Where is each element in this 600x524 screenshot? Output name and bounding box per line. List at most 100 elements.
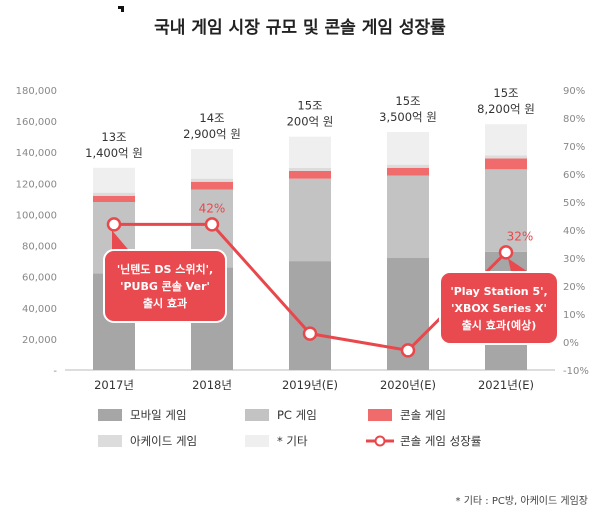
callout-text: 'Play Station 5', [450, 285, 547, 298]
y-left-tick-label: 20,000 [22, 335, 57, 346]
growth-point [204, 217, 220, 232]
y-right-tick-label: 30% [563, 254, 585, 265]
chart-title: 국내 게임 시장 규모 및 콘솔 게임 성장률 [154, 17, 446, 38]
bar-segment-console [485, 158, 527, 170]
legend-marker [374, 435, 386, 447]
y-left-tick-label: 40,000 [22, 304, 57, 315]
y-right-tick-label: 80% [563, 114, 585, 125]
y-right-tick-label: 60% [563, 170, 585, 181]
total-label-line2: 3,500억 원 [379, 110, 437, 124]
bar-segment-pc [387, 175, 429, 258]
x-tick-label: 2018년 [192, 378, 232, 392]
callout: 'Play Station 5', 'XBOX Series X' 출시 효과(예상… [439, 258, 559, 345]
total-label-line1: 15조 [493, 86, 518, 100]
callout-text: 출시 효과(예상) [462, 318, 537, 332]
bar-segment-arcade [387, 164, 429, 168]
callout-box [103, 249, 227, 323]
growth-point [106, 217, 122, 232]
legend-item: 콘솔 게임 성장률 [366, 434, 481, 448]
callout-text: 'PUBG 콘솔 Ver' [120, 280, 210, 293]
y-left-tick-label: 140,000 [16, 148, 57, 159]
legend-item: 모바일 게임 [98, 408, 187, 422]
callout: '닌텐도 DS 스위치', 'PUBG 콘솔 Ver' 출시 효과 [103, 230, 227, 323]
callout-pointer [112, 230, 132, 254]
x-tick-label: 2019년(E) [282, 378, 338, 392]
bar-segment-console [289, 170, 331, 179]
total-label-line1: 13조 [101, 130, 126, 144]
growth-point-label: 42% [199, 201, 226, 215]
growth-point [302, 326, 318, 341]
y-right-tick-label: 40% [563, 226, 585, 237]
y-left-tick-label: 160,000 [16, 117, 57, 128]
y-right-tick-label: -10% [563, 366, 589, 377]
legend-item: 아케이드 게임 [98, 434, 197, 448]
y-left-tick-label: 100,000 [16, 210, 57, 221]
legend-label: PC 게임 [277, 408, 317, 422]
bar-segment-other [93, 167, 135, 193]
x-tick-label: 2017년 [94, 378, 134, 392]
legend-swatch [98, 409, 122, 421]
bar-segment-other [387, 132, 429, 165]
corner-mark-icon [118, 6, 124, 12]
bar-segment-other [191, 149, 233, 179]
total-label-line2: 8,200억 원 [477, 102, 535, 116]
legend-label: * 기타 [277, 434, 308, 448]
callouts-layer: '닌텐도 DS 스위치', 'PUBG 콘솔 Ver' 출시 효과 'Play Sta… [103, 230, 559, 345]
legend-label: 아케이드 게임 [130, 434, 197, 448]
growth-point-label: 32% [507, 229, 534, 243]
bar-segment-console [387, 167, 429, 176]
bar-segment-mobile [289, 261, 331, 370]
y-left-tick-label: - [53, 366, 57, 377]
y-right-tick-label: 70% [563, 142, 585, 153]
legend-swatch [245, 435, 269, 447]
y-right-tick-label: 0% [563, 338, 579, 349]
bar-segment-pc [485, 169, 527, 252]
y-left-tick-label: 180,000 [16, 86, 57, 97]
y-right-tick-label: 90% [563, 86, 585, 97]
legend-item: * 기타 [245, 434, 308, 448]
bar-segment-arcade [191, 178, 233, 182]
legend-item: 콘솔 게임 [368, 408, 446, 422]
x-tick-label: 2021년(E) [478, 378, 534, 392]
total-label-line1: 15조 [297, 99, 322, 113]
callout-text: '닌텐도 DS 스위치', [117, 262, 213, 276]
legend-label: 콘솔 게임 성장률 [400, 434, 481, 448]
legend-swatch [245, 409, 269, 421]
total-label-line1: 15조 [395, 94, 420, 108]
growth-point [498, 245, 514, 260]
bar-segment-arcade [289, 167, 331, 171]
growth-point [400, 343, 416, 358]
y-right-tick-label: 20% [563, 282, 585, 293]
bar-segment-console [93, 195, 135, 202]
legend-swatch [368, 409, 392, 421]
footnote: * 기타 : PC방, 아케이드 게임장 [456, 494, 588, 507]
legend-label: 콘솔 게임 [400, 408, 446, 422]
bar-segment-console [191, 181, 233, 190]
callout-box [439, 271, 559, 345]
total-labels-layer: 13조 1,400억 원 14조 2,900억 원 15조 200억 원 15조 3,500억… [85, 86, 535, 160]
bar-segment-arcade [485, 155, 527, 159]
y-right-tick-label: 50% [563, 198, 585, 209]
legend-label: 모바일 게임 [130, 408, 187, 422]
callout-text: 출시 효과 [143, 296, 187, 310]
bar-segment-other [485, 124, 527, 156]
total-label-line2: 1,400억 원 [85, 146, 143, 160]
axes-layer: - 20,000 40,000 60,000 80,000 100,000 120,000 1… [16, 86, 589, 392]
total-label-line2: 200억 원 [287, 115, 334, 129]
legend-swatch [98, 435, 122, 447]
y-left-tick-label: 80,000 [22, 242, 57, 253]
bar-segment-pc [289, 178, 331, 262]
legend-item: PC 게임 [245, 408, 317, 422]
total-label-line2: 2,900억 원 [183, 127, 241, 141]
x-tick-label: 2020년(E) [380, 378, 436, 392]
y-left-tick-label: 60,000 [22, 273, 57, 284]
callout-text: 'XBOX Series X' [451, 302, 547, 315]
bar-segment-other [289, 136, 331, 168]
bar-segment-arcade [93, 192, 135, 196]
y-left-tick-label: 120,000 [16, 179, 57, 190]
total-label-line1: 14조 [199, 111, 224, 125]
y-right-tick-label: 10% [563, 310, 585, 321]
